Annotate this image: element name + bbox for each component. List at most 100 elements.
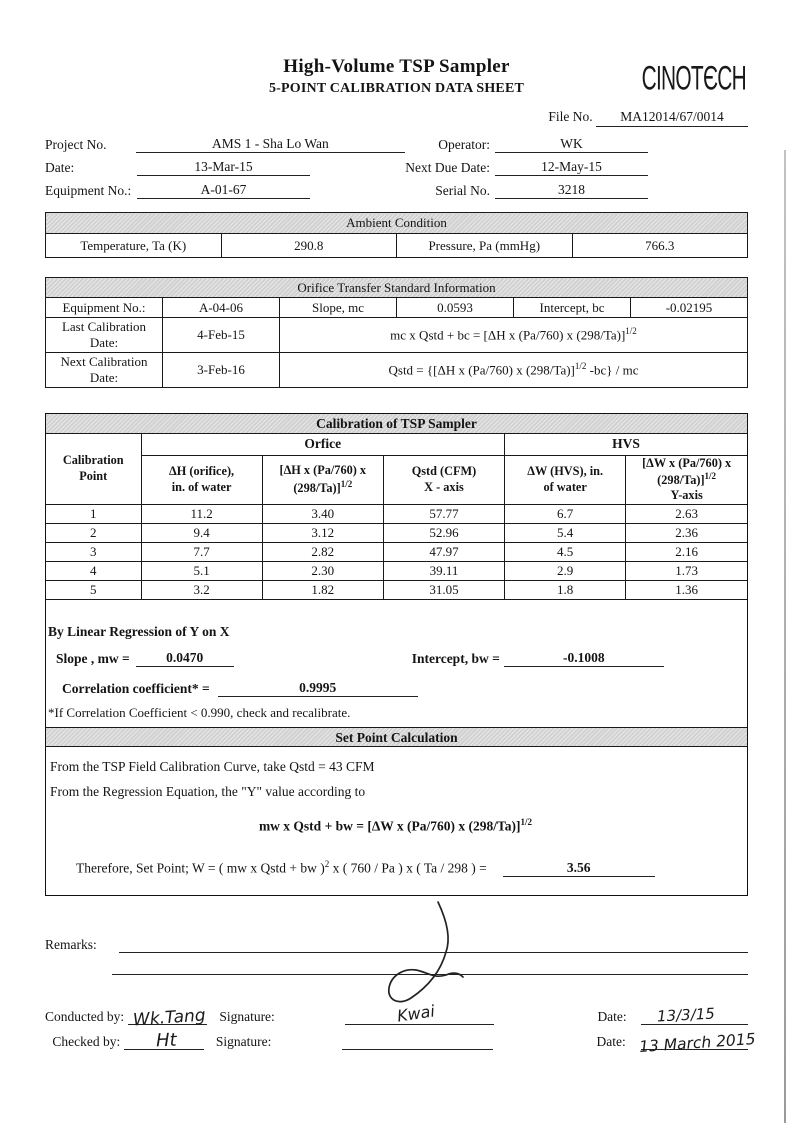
col-group-orifice: Orfice: [140, 434, 506, 456]
correlation-value: 0.9995: [217, 680, 418, 697]
pressure-label: Pressure, Pa (mmHg): [396, 233, 573, 258]
date-1-handwriting: 13/3/15: [656, 1004, 716, 1026]
remarks-section: Remarks:: [45, 935, 748, 975]
col-calibration-point: Calibration Point: [46, 434, 142, 505]
correlation-footnote: *If Correlation Coefficient < 0.990, che…: [48, 704, 351, 720]
col-dw-hvs: ΔW (HVS), in. of water: [504, 454, 627, 505]
scan-artifact-line: [784, 150, 786, 1123]
next-due-date-value: 12-May-15: [495, 158, 648, 176]
signature-label-2: Signature:: [215, 1033, 272, 1049]
operator-row: Operator: WK: [405, 130, 748, 153]
next-due-date-label: Next Due Date:: [405, 160, 490, 175]
next-calibration-label: Next Calibration Date:: [45, 352, 163, 388]
date-label: Date:: [45, 160, 75, 175]
signature-line-1: Kwai: [344, 1001, 495, 1025]
date-line-2: 13 March 2015: [638, 1030, 756, 1056]
document-header: High-Volume TSP Sampler 5-POINT CALIBRAT…: [45, 0, 748, 127]
checked-by-line: Ht: [124, 1029, 204, 1051]
set-point-result-row: Therefore, Set Point; W = ( mw x Qstd + …: [50, 859, 741, 877]
project-info-section: Project No. AMS 1 - Sha Lo Wan Date: 13-…: [45, 130, 748, 199]
checked-by-handwriting: Ht: [155, 1029, 178, 1052]
remarks-label: Remarks:: [45, 936, 97, 952]
correlation-label: Correlation coefficient* =: [62, 680, 210, 696]
ostd-equipment-value: A-04-06: [162, 297, 280, 318]
orifice-standard-table: Orifice Transfer Standard Information Eq…: [45, 277, 748, 388]
operator-label: Operator:: [438, 137, 490, 152]
file-no-label: File No.: [548, 109, 593, 124]
last-calibration-value: 4-Feb-15: [162, 317, 280, 353]
col-qstd-x-axis: Qstd (CFM) X - axis: [382, 454, 506, 505]
project-no-value: AMS 1 - Sha Lo Wan: [135, 135, 405, 153]
set-point-line-1: From the TSP Field Calibration Curve, ta…: [50, 758, 375, 774]
calibration-row-1: 1 11.2 3.40 57.77 6.7 2.63: [46, 503, 747, 524]
checked-by-row: Checked by: Ht Signature: Date: 13 March…: [45, 1025, 756, 1056]
next-due-date-row: Next Due Date: 12-May-15: [405, 153, 748, 176]
orifice-standard-row-2: Last Calibration Date: 4-Feb-15 mc x Qst…: [45, 317, 748, 353]
ostd-intercept-label: Intercept, bc: [513, 297, 631, 318]
set-point-title: Set Point Calculation: [46, 726, 747, 747]
file-no-value: MA12014/67/0014: [596, 109, 748, 127]
calibration-row-2: 2 9.4 3.12 52.96 5.4 2.36: [46, 522, 747, 543]
calibration-row-5: 5 3.2 1.82 31.05 1.8 1.36: [46, 579, 747, 600]
set-point-result-text: Therefore, Set Point; W = ( mw x Qstd + …: [76, 859, 487, 876]
equipment-no-label: Equipment No.:: [45, 183, 132, 198]
orifice-standard-row-3: Next Calibration Date: 3-Feb-16 Qstd = {…: [45, 352, 748, 388]
linear-regression-section: By Linear Regression of Y on X Slope , m…: [46, 600, 747, 727]
equipment-no-row: Equipment No.: A-01-67: [45, 176, 405, 199]
page-subtitle: 5-POINT CALIBRATION DATA SHEET: [268, 81, 525, 96]
set-point-result-value: 3.56: [502, 860, 655, 877]
orifice-standard-title: Orifice Transfer Standard Information: [45, 277, 748, 298]
regression-heading: By Linear Regression of Y on X: [48, 623, 230, 639]
intercept-bw-value: -0.1008: [503, 650, 664, 667]
pressure-value: 766.3: [571, 233, 748, 258]
calibration-title: Calibration of TSP Sampler: [46, 414, 747, 434]
last-calibration-label: Last Calibration Date:: [45, 317, 163, 353]
file-no-row: File No. MA12014/67/0014: [45, 109, 748, 127]
temperature-label: Temperature, Ta (K): [45, 233, 222, 258]
ostd-slope-label: Slope, mc: [279, 297, 397, 318]
date-label-1: Date:: [597, 1008, 627, 1024]
signature-handwriting: Kwai: [395, 1001, 436, 1026]
col-dh-formula: [ΔH x (Pa/760) x (298/Ta)]1/2: [261, 454, 384, 505]
orifice-formula-1: mc x Qstd + bc = [ΔH x (Pa/760) x (298/T…: [279, 317, 748, 353]
conducted-by-row: Conducted by: Wk.Tang Signature: Kwai Da…: [45, 1000, 749, 1030]
col-dw-formula-y-axis: [ΔW x (Pa/760) x (298/Ta)]1/2 Y-axis: [625, 454, 747, 505]
ambient-condition-data-row: Temperature, Ta (K) 290.8 Pressure, Pa (…: [45, 233, 748, 258]
date-label-2: Date:: [596, 1033, 626, 1049]
cinotech-logo: CINOTЄCH: [641, 60, 747, 98]
date-row: Date: 13-Mar-15: [45, 153, 405, 176]
project-no-label: Project No.: [45, 137, 107, 152]
orifice-formula-2: Qstd = {[ΔH x (Pa/760) x (298/Ta)]1/2 -b…: [279, 352, 748, 388]
set-point-formula: mw x Qstd + bw = [ΔW x (Pa/760) x (298/T…: [258, 816, 533, 834]
serial-no-row: Serial No. 3218: [405, 176, 748, 199]
calibration-row-4: 4 5.1 2.30 39.11 2.9 1.73: [46, 560, 747, 581]
ambient-condition-table: Ambient Condition Temperature, Ta (K) 29…: [45, 212, 748, 258]
date-value: 13-Mar-15: [137, 158, 310, 176]
col-dh-orifice: ΔH (orifice), in. of water: [140, 454, 263, 505]
intercept-bw-label: Intercept, bw =: [411, 650, 500, 666]
date-2-handwriting: 13 March 2015: [638, 1029, 756, 1056]
signature-label-1: Signature:: [219, 1008, 275, 1024]
checked-by-label: Checked by:: [52, 1033, 121, 1049]
temperature-value: 290.8: [220, 233, 397, 258]
calibration-table: Calibration Point Orfice HVS ΔH (orifice)…: [46, 434, 747, 600]
ostd-slope-value: 0.0593: [396, 297, 514, 318]
serial-no-value: 3218: [495, 181, 648, 199]
project-no-row: Project No. AMS 1 - Sha Lo Wan: [45, 130, 405, 153]
conducted-by-line: Wk.Tang: [128, 1005, 208, 1030]
signoff-section: Conducted by: Wk.Tang Signature: Kwai Da…: [45, 1000, 756, 1056]
conducted-by-label: Conducted by:: [45, 1008, 125, 1024]
slope-mw-label: Slope , mw =: [56, 650, 130, 666]
page-title: High-Volume TSP Sampler: [283, 56, 510, 77]
calibration-section: Calibration of TSP Sampler Calibration Po…: [45, 413, 748, 896]
ostd-equipment-label: Equipment No.:: [45, 297, 163, 318]
calibration-row-3: 3 7.7 2.82 47.97 4.5 2.16: [46, 541, 747, 562]
equipment-no-value: A-01-67: [137, 181, 310, 199]
set-point-line-2: From the Regression Equation, the "Y" va…: [50, 783, 366, 799]
date-line-1: 13/3/15: [641, 1004, 749, 1025]
operator-value: WK: [495, 135, 648, 153]
remarks-line-2: [112, 973, 748, 975]
next-calibration-value: 3-Feb-16: [162, 352, 280, 388]
signature-line-2: [342, 1048, 493, 1050]
